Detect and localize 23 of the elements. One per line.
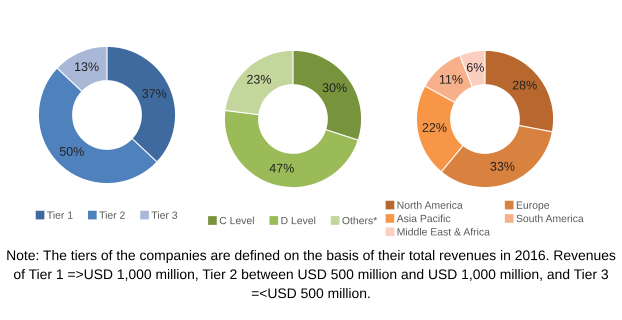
text: Note: The tiers of the companies are defined on the basis of their total revenues in 2016. Revenues of Tier 1 =>USD 1,000 million, Tier 2 between USD 500 million and USD 1,000 million, and Tier 3 =<USD 500 million. bbox=[7, 250, 616, 298]
legend-label: Middle East & Africa bbox=[398, 228, 490, 236]
data-label: 50% bbox=[60, 147, 84, 156]
data-label: 30% bbox=[322, 83, 347, 92]
legend-label: Tier 2 bbox=[99, 211, 125, 219]
data-label: 28% bbox=[512, 80, 537, 90]
legend-label: Europe bbox=[516, 202, 550, 211]
legend-label: Others* bbox=[342, 216, 378, 224]
legend-label: Tier 3 bbox=[152, 211, 178, 219]
legend-label: Asia Pacific bbox=[396, 214, 450, 222]
data-label: 37% bbox=[142, 89, 166, 98]
data-label: 22% bbox=[422, 123, 447, 132]
data-label: 6% bbox=[466, 62, 484, 72]
data-label: 33% bbox=[490, 162, 514, 171]
data-label: 47% bbox=[270, 164, 294, 173]
legend-label: Tier 1 bbox=[47, 211, 73, 219]
data-label: 13% bbox=[75, 62, 99, 72]
data-label: 23% bbox=[247, 74, 272, 84]
legend-label: D Level bbox=[281, 216, 316, 224]
legend-label: C Level bbox=[220, 216, 254, 224]
legend-label: North America bbox=[398, 201, 463, 209]
data-label: 11% bbox=[440, 74, 463, 84]
legend-label: South America bbox=[516, 214, 584, 222]
